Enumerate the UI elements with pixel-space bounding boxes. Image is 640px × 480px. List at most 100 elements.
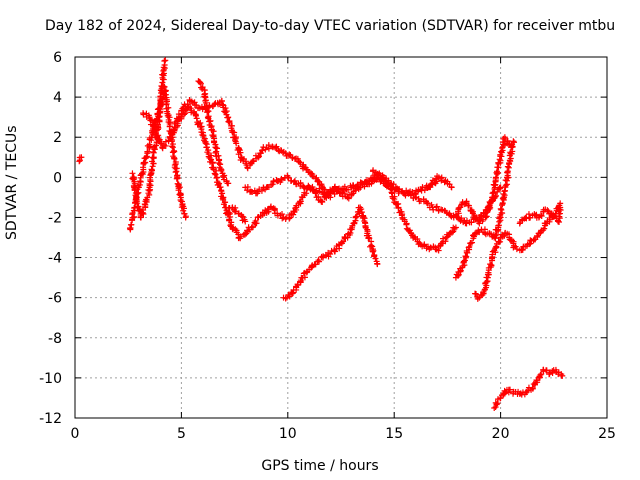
track-marker: [492, 232, 499, 239]
series-sat-q: [516, 204, 564, 227]
track-marker: [134, 200, 141, 207]
track-marker: [534, 234, 541, 241]
track-marker: [173, 168, 180, 175]
y-axis-label: SDTVAR / TECUs: [4, 125, 20, 240]
track-marker: [465, 202, 472, 209]
track-marker: [181, 210, 188, 217]
data-point: [225, 180, 232, 187]
track-marker: [316, 258, 323, 265]
series-sat-n: [452, 138, 518, 281]
series-sat-f: [195, 78, 232, 187]
track-marker: [525, 211, 532, 218]
track-marker: [370, 177, 377, 184]
track-marker: [177, 113, 184, 120]
track-marker: [171, 148, 178, 155]
series-sat-m: [450, 134, 515, 227]
y-tick-label: 0: [53, 170, 62, 186]
track-marker: [479, 292, 486, 299]
track-marker: [218, 97, 225, 104]
track-marker: [291, 177, 298, 184]
track-marker: [205, 108, 212, 115]
track-marker: [157, 106, 164, 113]
track-marker: [487, 261, 494, 268]
track-marker: [200, 132, 207, 139]
track-marker: [219, 173, 226, 180]
track-marker: [156, 105, 163, 112]
track-marker: [285, 174, 292, 181]
track-marker: [303, 190, 310, 197]
track-marker: [249, 223, 256, 230]
track-marker: [202, 140, 209, 147]
track-marker: [395, 205, 402, 212]
track-marker: [218, 188, 225, 195]
track-marker: [377, 175, 384, 182]
track-marker: [255, 153, 262, 160]
track-marker: [323, 194, 330, 201]
track-marker: [227, 213, 234, 220]
data-point: [78, 154, 85, 161]
track-marker: [506, 386, 513, 393]
track-marker: [150, 154, 157, 161]
track-marker: [127, 221, 134, 228]
track-marker: [155, 135, 162, 142]
data-point: [223, 210, 230, 217]
y-tick-label: -12: [39, 411, 62, 427]
track-marker: [544, 207, 551, 214]
track-marker: [149, 163, 156, 170]
track-marker: [279, 149, 286, 156]
track-marker: [341, 233, 348, 240]
track-marker: [331, 191, 338, 198]
y-tick-label: -2: [48, 210, 62, 226]
data-point: [403, 190, 410, 197]
track-marker: [140, 111, 147, 118]
track-marker: [282, 295, 289, 302]
track-marker: [169, 143, 176, 150]
track-marker: [319, 198, 326, 205]
track-marker: [209, 132, 216, 139]
series-sat-g: [223, 204, 249, 225]
track-marker: [458, 215, 465, 222]
track-marker: [371, 252, 378, 259]
track-marker: [313, 174, 320, 181]
track-marker: [469, 239, 476, 246]
track-marker: [385, 177, 392, 184]
track-marker: [472, 290, 479, 297]
track-marker: [538, 212, 545, 219]
track-marker: [147, 172, 154, 179]
track-marker: [214, 145, 221, 152]
track-marker: [472, 215, 479, 222]
chart-title: Day 182 of 2024, Sidereal Day-to-day VTE…: [45, 18, 616, 34]
track-marker: [526, 241, 533, 248]
track-marker: [345, 186, 352, 193]
track-marker: [289, 290, 296, 297]
track-marker: [497, 153, 504, 160]
track-marker: [482, 213, 489, 220]
track-marker: [433, 204, 440, 211]
y-tick-label: 6: [53, 50, 62, 66]
track-marker: [506, 161, 513, 168]
series-sat-p: [510, 200, 564, 254]
track-marker: [541, 225, 548, 232]
x-tick-label: 0: [71, 426, 80, 442]
track-marker: [321, 193, 328, 200]
track-marker: [352, 187, 359, 194]
plot-frame: [74, 56, 608, 419]
track-marker: [171, 155, 178, 162]
track-marker: [369, 248, 376, 255]
track-marker: [294, 282, 301, 289]
track-marker: [215, 160, 222, 167]
track-marker: [244, 227, 251, 234]
track-marker: [431, 179, 438, 186]
track-marker: [148, 166, 155, 173]
track-marker: [173, 175, 180, 182]
track-marker: [463, 253, 470, 260]
track-marker: [332, 183, 339, 190]
series-sat-a: [76, 154, 85, 165]
track-marker: [524, 387, 531, 394]
data-point: [169, 144, 176, 151]
y-tick-label: -4: [48, 251, 62, 267]
track-marker: [213, 167, 220, 174]
track-marker: [232, 226, 239, 233]
track-marker: [390, 181, 397, 188]
